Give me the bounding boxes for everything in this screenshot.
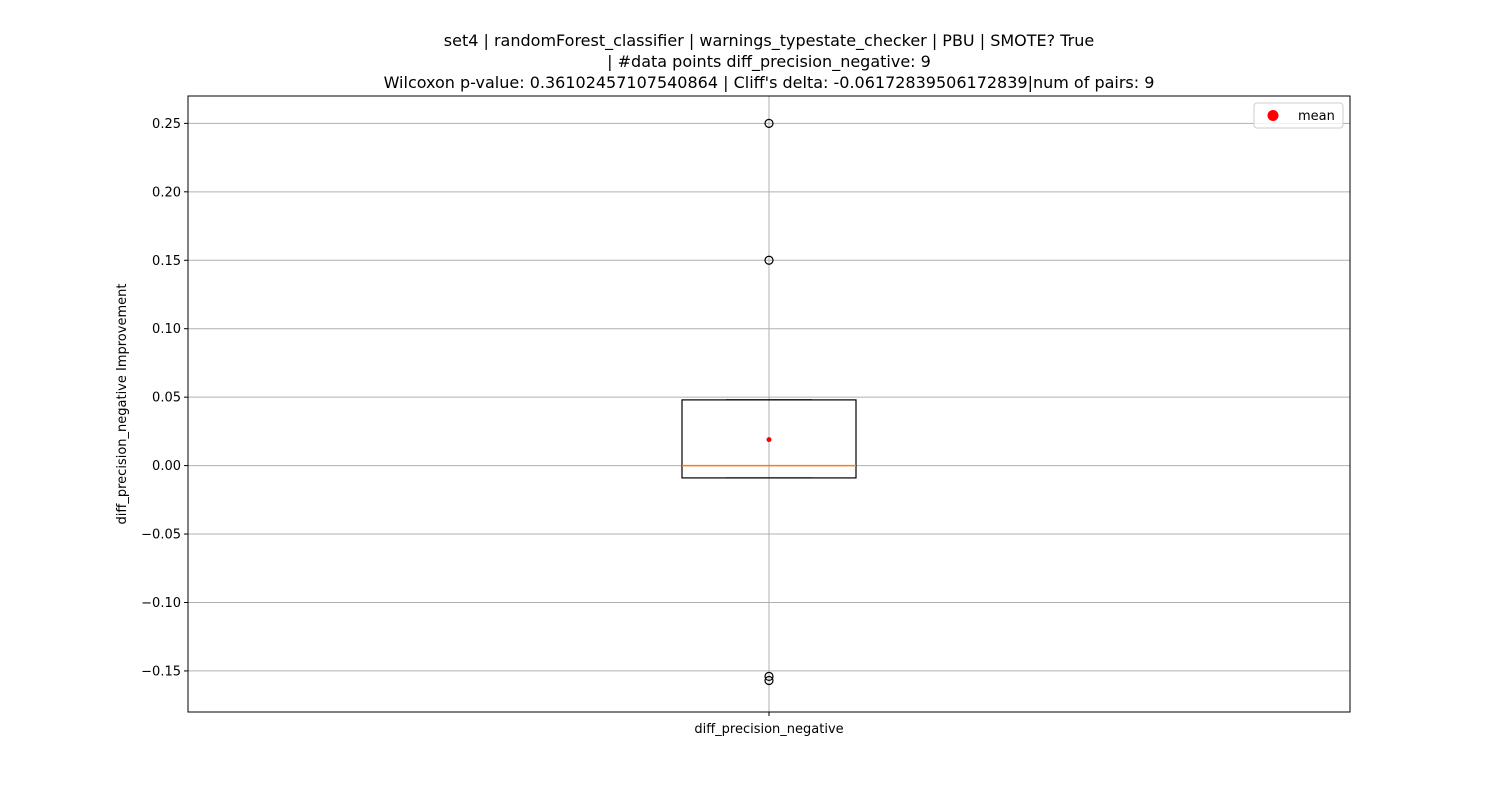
y-tick-label: −0.15 — [141, 664, 181, 679]
x-tick-label: diff_precision_negative — [694, 722, 843, 737]
y-axis-ticks: −0.15 −0.10 −0.05 0.00 0.05 0.10 0.15 0.20 0.25 — [141, 117, 188, 679]
outlier-point — [764, 671, 774, 682]
y-tick-label: 0.00 — [152, 459, 181, 474]
y-tick-label: 0.15 — [152, 254, 181, 269]
outlier-point — [764, 118, 774, 128]
title-line-1: set4 | randomForest_classifier | warning… — [444, 31, 1094, 51]
box-plot — [681, 118, 857, 686]
y-axis-label: diff_precision_negative Improvement — [115, 284, 130, 525]
y-tick-label: −0.05 — [141, 528, 181, 543]
y-tick-label: 0.20 — [152, 185, 181, 200]
legend: mean — [1253, 102, 1344, 129]
y-tick-label: 0.10 — [152, 322, 181, 337]
plot-area-frame — [187, 95, 1351, 713]
y-tick-label: 0.05 — [152, 391, 181, 406]
legend-box — [1253, 102, 1344, 129]
legend-mean-marker — [1267, 110, 1279, 121]
x-axis-ticks: diff_precision_negative — [694, 712, 844, 737]
y-tick-label: −0.10 — [141, 596, 181, 611]
title-line-3: Wilcoxon p-value: 0.36102457107540864 | … — [384, 73, 1155, 92]
grid-lines — [188, 96, 1350, 712]
title-line-2: | #data points diff_precision_negative: … — [607, 52, 931, 72]
chart-title: set4 | randomForest_classifier | warning… — [384, 31, 1155, 92]
legend-mean-label: mean — [1298, 109, 1335, 124]
outlier-point — [764, 255, 774, 265]
outlier-point — [764, 675, 774, 686]
y-tick-label: 0.25 — [152, 117, 181, 132]
mean-marker — [766, 437, 772, 443]
